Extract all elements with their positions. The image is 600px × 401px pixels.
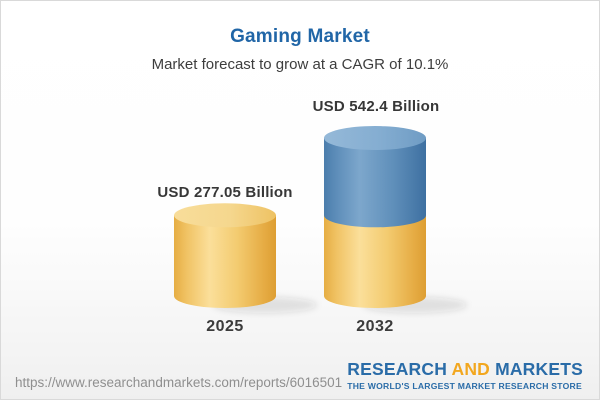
cylinder-base-segment-2032	[324, 215, 426, 308]
cylinder-body-2025	[174, 215, 276, 308]
value-label-2025: USD 277.05 Billion	[157, 184, 293, 201]
value-label-2032: USD 542.4 Billion	[312, 98, 440, 115]
report-url-link[interactable]: https://www.researchandmarkets.com/repor…	[15, 375, 343, 390]
chart-subtitle: Market forecast to grow at a CAGR of 10.…	[151, 56, 449, 73]
logo-word-and: AND	[451, 359, 490, 379]
chart-title: Gaming Market	[230, 26, 370, 47]
logo-word-markets: MARKETS	[495, 359, 583, 379]
cylinder-growth-segment-2032	[324, 138, 426, 228]
cylinder-top-2032	[324, 126, 426, 150]
logo-tagline: THE WORLD'S LARGEST MARKET RESEARCH STOR…	[347, 380, 582, 391]
axis-label-2032: 2032	[356, 318, 394, 335]
logo-word-research: RESEARCH	[347, 359, 448, 379]
cylinder-top-2025	[174, 203, 276, 228]
logo-wordmark: RESEARCH AND MARKETS	[347, 359, 583, 379]
axis-label-2025: 2025	[206, 318, 244, 335]
research-and-markets-logo: RESEARCH AND MARKETS THE WORLD'S LARGEST…	[347, 359, 583, 391]
